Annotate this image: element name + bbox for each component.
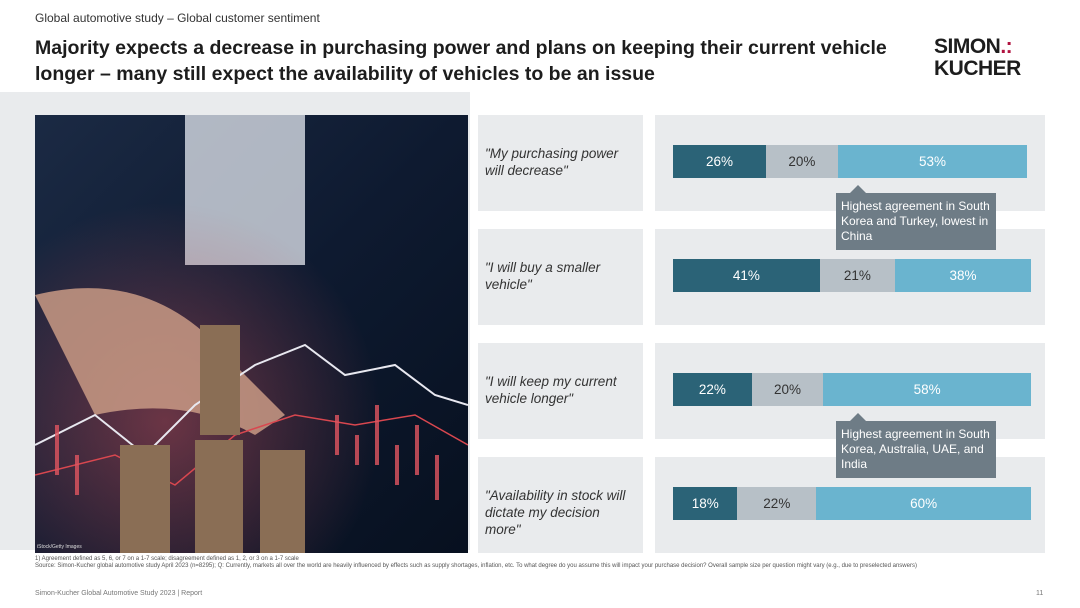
bar-segment: 21% bbox=[819, 259, 895, 292]
statement: "I will keep my current vehicle longer" bbox=[485, 374, 617, 406]
statement-box: "Availability in stock will dictate my d… bbox=[478, 457, 643, 553]
bar-segment: 22% bbox=[737, 487, 817, 520]
bar-segment: 20% bbox=[751, 373, 824, 406]
value-label: 20% bbox=[774, 382, 802, 397]
bar-segment: 58% bbox=[823, 373, 1031, 406]
value-label: 60% bbox=[910, 496, 938, 511]
footnote: 1) Agreement defined as 5, 6, or 7 on a … bbox=[35, 556, 299, 562]
statement-box: "I will buy a smaller vehicle" bbox=[478, 229, 643, 325]
value-label: 41% bbox=[732, 268, 760, 283]
statement-box: "My purchasing power will decrease" bbox=[478, 115, 643, 211]
bar-segment: 53% bbox=[837, 145, 1028, 178]
statement: "My purchasing power will decrease" bbox=[485, 146, 619, 178]
value-label: 22% bbox=[698, 382, 726, 397]
value-label: 53% bbox=[919, 154, 947, 169]
callout: Highest agreement in South Korea, Austra… bbox=[836, 413, 996, 478]
bar-segment: 38% bbox=[894, 259, 1031, 292]
logo-word: KUCHER bbox=[934, 57, 1021, 80]
footer: Simon-Kucher Global Automotive Study 202… bbox=[35, 590, 203, 597]
logo-word: SIMON bbox=[934, 35, 1001, 58]
bar-segment: 22% bbox=[673, 373, 752, 406]
bar-segment: 20% bbox=[766, 145, 838, 178]
footnote: Source: Simon-Kucher global automotive s… bbox=[35, 563, 917, 569]
bar-segment: 26% bbox=[673, 145, 767, 178]
bar-segment: 60% bbox=[816, 487, 1031, 520]
page-number: 11 bbox=[1036, 590, 1044, 597]
slide-title: Majority expects a decrease in purchasin… bbox=[35, 37, 887, 85]
value-label: 38% bbox=[949, 268, 977, 283]
value-label: 26% bbox=[706, 154, 734, 169]
statement-box: "I will keep my current vehicle longer" bbox=[478, 343, 643, 439]
photo-credit: iStock/Getty Images bbox=[37, 544, 82, 550]
callout: Highest agreement in South Korea and Tur… bbox=[836, 185, 996, 250]
value-label: 20% bbox=[788, 154, 816, 169]
logo-dots: .: bbox=[1000, 35, 1013, 58]
bar-segment: 41% bbox=[673, 259, 820, 292]
photo bbox=[35, 115, 468, 553]
statement: "I will buy a smaller vehicle" bbox=[485, 260, 601, 292]
logo: SIMON.: KUCHER bbox=[934, 36, 1021, 80]
value-label: 22% bbox=[763, 496, 791, 511]
value-label: 21% bbox=[843, 268, 871, 283]
value-label: 58% bbox=[913, 382, 941, 397]
value-label: 18% bbox=[691, 496, 719, 511]
footnotes: 1) Agreement defined as 5, 6, or 7 on a … bbox=[35, 556, 1045, 570]
kicker: Global automotive study – Global custome… bbox=[35, 11, 320, 25]
statement: "Availability in stock will dictate my d… bbox=[485, 488, 626, 537]
bar-segment: 18% bbox=[673, 487, 738, 520]
